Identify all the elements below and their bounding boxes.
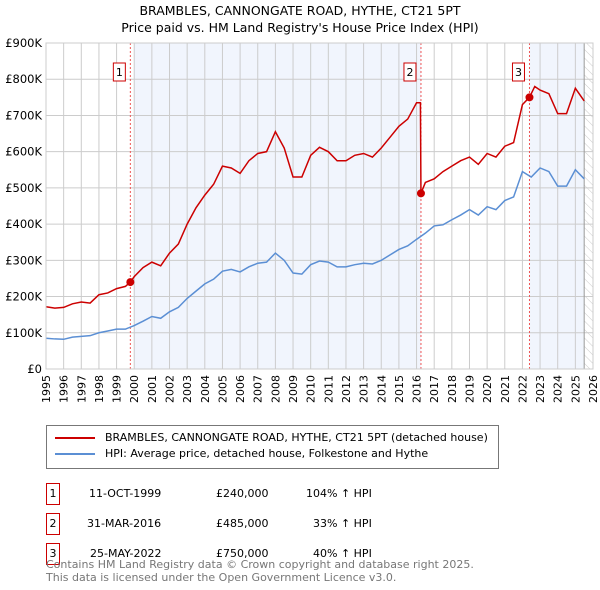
x-tick-label: 2003 [181, 375, 194, 403]
sale-label-box [403, 62, 417, 82]
sale-point [416, 189, 425, 198]
x-tick-label: 2015 [393, 375, 406, 403]
legend: BRAMBLES, CANNONGATE ROAD, HYTHE, CT21 5… [46, 425, 499, 469]
hpi-change: 104% ↑ HPI [306, 487, 372, 500]
x-tick-label: 2002 [164, 375, 177, 403]
chart-subtitle: Price paid vs. HM Land Registry's House … [121, 20, 479, 35]
x-tick-label: 2023 [534, 375, 547, 403]
marker-badge: 1 [46, 483, 60, 505]
x-tick-label: 2013 [358, 375, 371, 403]
x-tick-label: 2004 [199, 375, 212, 403]
x-tick-label: 2007 [252, 375, 265, 403]
sale-point [126, 278, 135, 287]
price: £750,000 [216, 547, 269, 560]
x-tick-label: 2019 [463, 375, 476, 403]
x-tick-label: 2020 [481, 375, 494, 403]
y-tick-label: £100K [5, 326, 42, 340]
x-tick-label: 2010 [305, 375, 318, 403]
legend-swatch [55, 453, 95, 455]
x-tick-label: 2021 [499, 375, 512, 403]
marker-badge: 3 [46, 543, 60, 565]
hpi-change: 40% ↑ HPI [313, 547, 372, 560]
x-tick-label: 1995 [40, 375, 53, 403]
transaction-row: 2 31-MAR-2016 £485,000 33% ↑ HPI [46, 513, 406, 543]
y-tick-label: £800K [5, 72, 42, 86]
legend-item-property: BRAMBLES, CANNONGATE ROAD, HYTHE, CT21 5… [55, 430, 488, 446]
x-tick-label: 2008 [269, 375, 282, 403]
x-tick-label: 2022 [516, 375, 529, 403]
x-tick-label: 2005 [216, 375, 229, 403]
price: £485,000 [216, 517, 269, 530]
price: £240,000 [216, 487, 269, 500]
sale-label-box [112, 62, 126, 82]
x-tick-label: 2026 [587, 375, 600, 403]
forecast-hatch [584, 43, 593, 369]
marker-badge: 2 [46, 513, 60, 535]
x-tick-label: 2014 [375, 375, 388, 403]
chart-title: BRAMBLES, CANNONGATE ROAD, HYTHE, CT21 5… [139, 3, 461, 18]
y-tick-label: £400K [5, 217, 42, 231]
sale-point [525, 93, 534, 102]
shaded-period [134, 43, 421, 369]
transaction-row: 1 11-OCT-1999 £240,000 104% ↑ HPI [46, 483, 406, 513]
copyright-text: Contains HM Land Registry data © Crown c… [46, 558, 474, 571]
sale-label-box [511, 62, 525, 82]
y-tick-label: £700K [5, 108, 42, 122]
x-tick-label: 2006 [234, 375, 247, 403]
sale-label: 2 [406, 66, 413, 79]
legend-label: BRAMBLES, CANNONGATE ROAD, HYTHE, CT21 5… [105, 431, 488, 444]
x-tick-label: 1996 [58, 375, 71, 403]
legend-swatch [55, 437, 95, 439]
date: 25-MAY-2022 [90, 547, 162, 560]
x-tick-label: 2016 [411, 375, 424, 403]
x-tick-label: 2001 [146, 375, 159, 403]
x-tick-label: 2018 [446, 375, 459, 403]
y-tick-label: £600K [5, 145, 42, 159]
hpi-change: 33% ↑ HPI [313, 517, 372, 530]
transactions-table: 1 11-OCT-1999 £240,000 104% ↑ HPI 2 31-MAR-2… [46, 483, 406, 573]
x-tick-label: 2011 [322, 375, 335, 403]
x-tick-label: 2000 [128, 375, 141, 403]
x-tick-label: 1998 [93, 375, 106, 403]
y-tick-label: £200K [5, 290, 42, 304]
x-tick-label: 2025 [569, 375, 582, 403]
x-tick-label: 1997 [75, 375, 88, 403]
y-tick-label: £500K [5, 181, 42, 195]
transaction-row: 3 25-MAY-2022 £750,000 40% ↑ HPI [46, 543, 406, 573]
shaded-period [529, 43, 585, 369]
license-text: This data is licensed under the Open Gov… [46, 571, 397, 584]
x-tick-label: 2012 [340, 375, 353, 403]
footer: Contains HM Land Registry data © Crown c… [46, 558, 474, 584]
x-tick-label: 2024 [552, 375, 565, 403]
chart-plot: 1995 1996 1997 1998 1999 2000 2001 2002 2003 2004… [5, 36, 600, 403]
date: 31-MAR-2016 [87, 517, 162, 530]
x-tick-label: 2009 [287, 375, 300, 403]
series-line [45, 85, 585, 309]
legend-item-hpi: HPI: Average price, detached house, Folk… [55, 446, 488, 462]
y-tick-label: £900K [5, 36, 42, 50]
y-tick-label: £0 [27, 362, 42, 376]
sale-label: 1 [116, 66, 123, 79]
x-tick-label: 2017 [428, 375, 441, 403]
sale-label: 3 [515, 66, 522, 79]
x-tick-label: 1999 [111, 375, 124, 403]
plot-border [45, 42, 594, 370]
date: 11-OCT-1999 [89, 487, 162, 500]
legend-label: HPI: Average price, detached house, Folk… [105, 447, 429, 460]
y-tick-label: £300K [5, 253, 42, 267]
series-line [45, 167, 585, 341]
